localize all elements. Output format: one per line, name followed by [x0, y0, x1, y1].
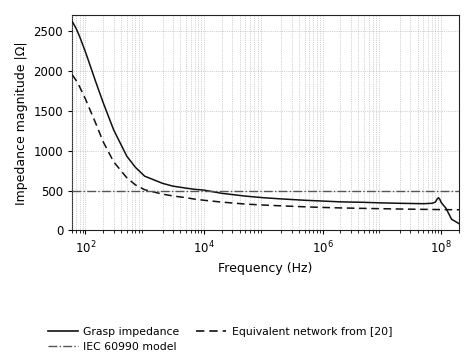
X-axis label: Frequency (Hz): Frequency (Hz): [219, 262, 313, 275]
Y-axis label: Impedance magnitude |Ω|: Impedance magnitude |Ω|: [15, 41, 28, 205]
Legend: Grasp impedance, IEC 60990 model, Equivalent network from [20]: Grasp impedance, IEC 60990 model, Equiva…: [43, 323, 397, 357]
